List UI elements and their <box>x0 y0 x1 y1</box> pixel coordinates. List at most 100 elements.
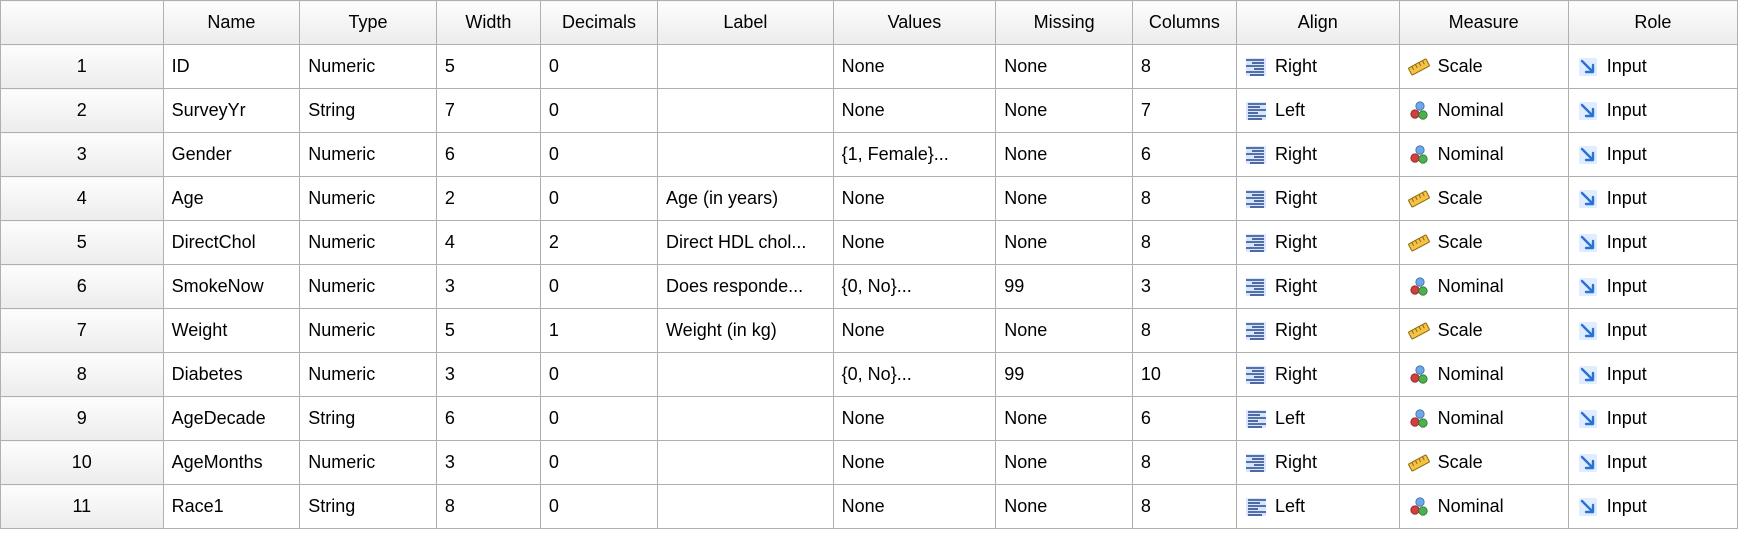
cell-name[interactable]: SurveyYr <box>163 89 300 133</box>
cell-values[interactable]: None <box>833 485 996 529</box>
cell-decimals[interactable]: 0 <box>540 397 657 441</box>
row-number[interactable]: 4 <box>1 177 164 221</box>
cell-columns[interactable]: 3 <box>1132 265 1236 309</box>
cell-decimals[interactable]: 2 <box>540 221 657 265</box>
cell-name[interactable]: Gender <box>163 133 300 177</box>
row-number[interactable]: 5 <box>1 221 164 265</box>
cell-measure[interactable]: Nominal <box>1399 397 1568 441</box>
row-number[interactable]: 6 <box>1 265 164 309</box>
cell-name[interactable]: AgeDecade <box>163 397 300 441</box>
cell-columns[interactable]: 10 <box>1132 353 1236 397</box>
cell-values[interactable]: None <box>833 89 996 133</box>
cell-decimals[interactable]: 0 <box>540 45 657 89</box>
cell-measure[interactable]: Nominal <box>1399 265 1568 309</box>
cell-width[interactable]: 6 <box>436 133 540 177</box>
col-header-width[interactable]: Width <box>436 1 540 45</box>
cell-type[interactable]: Numeric <box>300 133 437 177</box>
cell-type[interactable]: Numeric <box>300 265 437 309</box>
col-header-type[interactable]: Type <box>300 1 437 45</box>
cell-name[interactable]: Age <box>163 177 300 221</box>
cell-measure[interactable]: Scale <box>1399 177 1568 221</box>
cell-missing[interactable]: None <box>996 397 1133 441</box>
cell-role[interactable]: Input <box>1568 353 1737 397</box>
cell-width[interactable]: 3 <box>436 441 540 485</box>
cell-values[interactable]: None <box>833 441 996 485</box>
cell-values[interactable]: None <box>833 177 996 221</box>
row-number[interactable]: 2 <box>1 89 164 133</box>
col-header-label[interactable]: Label <box>658 1 834 45</box>
cell-measure[interactable]: Scale <box>1399 309 1568 353</box>
cell-width[interactable]: 3 <box>436 353 540 397</box>
cell-missing[interactable]: None <box>996 441 1133 485</box>
cell-decimals[interactable]: 0 <box>540 133 657 177</box>
cell-type[interactable]: Numeric <box>300 309 437 353</box>
cell-label[interactable] <box>658 89 834 133</box>
cell-missing[interactable]: None <box>996 45 1133 89</box>
row-number[interactable]: 1 <box>1 45 164 89</box>
cell-width[interactable]: 4 <box>436 221 540 265</box>
cell-type[interactable]: Numeric <box>300 221 437 265</box>
col-header-name[interactable]: Name <box>163 1 300 45</box>
cell-values[interactable]: None <box>833 397 996 441</box>
cell-name[interactable]: AgeMonths <box>163 441 300 485</box>
cell-label[interactable] <box>658 353 834 397</box>
cell-name[interactable]: SmokeNow <box>163 265 300 309</box>
cell-role[interactable]: Input <box>1568 309 1737 353</box>
cell-align[interactable]: Right <box>1236 309 1399 353</box>
cell-width[interactable]: 7 <box>436 89 540 133</box>
row-number[interactable]: 10 <box>1 441 164 485</box>
cell-type[interactable]: Numeric <box>300 45 437 89</box>
cell-role[interactable]: Input <box>1568 89 1737 133</box>
cell-values[interactable]: None <box>833 309 996 353</box>
cell-name[interactable]: Weight <box>163 309 300 353</box>
cell-width[interactable]: 6 <box>436 397 540 441</box>
col-header-decimals[interactable]: Decimals <box>540 1 657 45</box>
cell-align[interactable]: Left <box>1236 89 1399 133</box>
col-header-columns[interactable]: Columns <box>1132 1 1236 45</box>
cell-values[interactable]: {0, No}... <box>833 353 996 397</box>
cell-align[interactable]: Right <box>1236 221 1399 265</box>
cell-missing[interactable]: None <box>996 177 1133 221</box>
cell-width[interactable]: 5 <box>436 45 540 89</box>
cell-align[interactable]: Right <box>1236 177 1399 221</box>
cell-columns[interactable]: 8 <box>1132 177 1236 221</box>
cell-missing[interactable]: 99 <box>996 265 1133 309</box>
cell-missing[interactable]: 99 <box>996 353 1133 397</box>
cell-label[interactable]: Age (in years) <box>658 177 834 221</box>
cell-values[interactable]: None <box>833 45 996 89</box>
cell-columns[interactable]: 8 <box>1132 441 1236 485</box>
cell-label[interactable] <box>658 485 834 529</box>
cell-measure[interactable]: Scale <box>1399 45 1568 89</box>
cell-width[interactable]: 8 <box>436 485 540 529</box>
cell-role[interactable]: Input <box>1568 265 1737 309</box>
cell-align[interactable]: Right <box>1236 45 1399 89</box>
cell-role[interactable]: Input <box>1568 397 1737 441</box>
cell-measure[interactable]: Nominal <box>1399 353 1568 397</box>
cell-name[interactable]: Diabetes <box>163 353 300 397</box>
cell-type[interactable]: Numeric <box>300 353 437 397</box>
cell-type[interactable]: String <box>300 485 437 529</box>
cell-values[interactable]: {0, No}... <box>833 265 996 309</box>
cell-decimals[interactable]: 0 <box>540 265 657 309</box>
cell-decimals[interactable]: 0 <box>540 441 657 485</box>
cell-columns[interactable]: 6 <box>1132 397 1236 441</box>
cell-decimals[interactable]: 0 <box>540 89 657 133</box>
row-number[interactable]: 11 <box>1 485 164 529</box>
cell-label[interactable]: Does responde... <box>658 265 834 309</box>
cell-label[interactable] <box>658 45 834 89</box>
cell-missing[interactable]: None <box>996 89 1133 133</box>
cell-decimals[interactable]: 0 <box>540 353 657 397</box>
cell-decimals[interactable]: 0 <box>540 177 657 221</box>
cell-align[interactable]: Left <box>1236 397 1399 441</box>
cell-type[interactable]: Numeric <box>300 177 437 221</box>
col-header-measure[interactable]: Measure <box>1399 1 1568 45</box>
col-header-role[interactable]: Role <box>1568 1 1737 45</box>
row-number[interactable]: 9 <box>1 397 164 441</box>
cell-values[interactable]: {1, Female}... <box>833 133 996 177</box>
cell-decimals[interactable]: 0 <box>540 485 657 529</box>
row-number[interactable]: 8 <box>1 353 164 397</box>
cell-type[interactable]: String <box>300 89 437 133</box>
cell-columns[interactable]: 8 <box>1132 309 1236 353</box>
cell-columns[interactable]: 7 <box>1132 89 1236 133</box>
cell-missing[interactable]: None <box>996 221 1133 265</box>
